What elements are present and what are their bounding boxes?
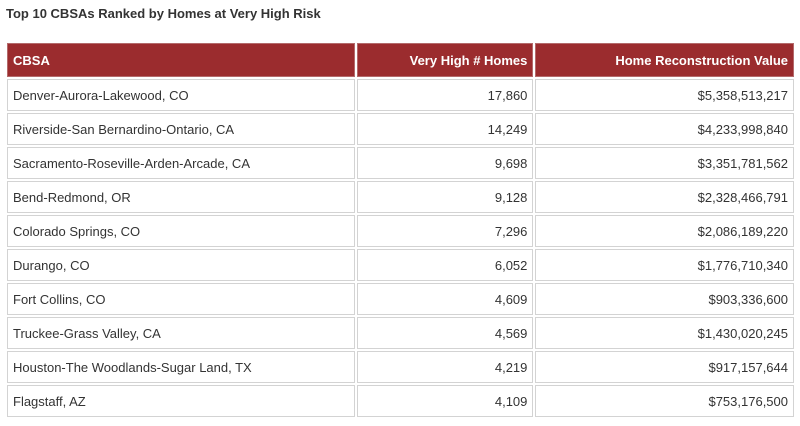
header-very-high-homes: Very High # Homes xyxy=(356,43,534,77)
cbsa-cell: Denver-Aurora-Lakewood, CO xyxy=(7,79,355,111)
header-reconstruction-value: Home Reconstruction Value xyxy=(535,43,794,77)
table-row: Houston-The Woodlands-Sugar Land, TX 4,2… xyxy=(7,351,794,383)
cbsa-cell: Sacramento-Roseville-Arden-Arcade, CA xyxy=(7,147,355,179)
table-row: Fort Collins, CO 4,609 $903,336,600 xyxy=(7,283,794,315)
table-header-row: CBSA Very High # Homes Home Reconstructi… xyxy=(7,43,794,77)
table-row: Denver-Aurora-Lakewood, CO 17,860 $5,358… xyxy=(7,79,794,111)
value-cell: $5,358,513,217 xyxy=(535,79,794,111)
homes-cell: 17,860 xyxy=(356,79,534,111)
value-cell: $753,176,500 xyxy=(535,385,794,417)
cbsa-cell: Bend-Redmond, OR xyxy=(7,181,355,213)
value-cell: $1,776,710,340 xyxy=(535,249,794,281)
cbsa-cell: Riverside-San Bernardino-Ontario, CA xyxy=(7,113,355,145)
table-title: Top 10 CBSAs Ranked by Homes at Very Hig… xyxy=(6,6,321,21)
value-cell: $1,430,020,245 xyxy=(535,317,794,349)
value-cell: $903,336,600 xyxy=(535,283,794,315)
cbsa-cell: Colorado Springs, CO xyxy=(7,215,355,247)
homes-cell: 4,569 xyxy=(356,317,534,349)
homes-cell: 4,219 xyxy=(356,351,534,383)
cbsa-cell: Durango, CO xyxy=(7,249,355,281)
homes-cell: 9,698 xyxy=(356,147,534,179)
cbsa-cell: Fort Collins, CO xyxy=(7,283,355,315)
table-row: Truckee-Grass Valley, CA 4,569 $1,430,02… xyxy=(7,317,794,349)
table-row: Durango, CO 6,052 $1,776,710,340 xyxy=(7,249,794,281)
homes-cell: 4,109 xyxy=(356,385,534,417)
table-row: Colorado Springs, CO 7,296 $2,086,189,22… xyxy=(7,215,794,247)
homes-cell: 9,128 xyxy=(356,181,534,213)
header-cbsa: CBSA xyxy=(7,43,355,77)
homes-cell: 6,052 xyxy=(356,249,534,281)
value-cell: $2,328,466,791 xyxy=(535,181,794,213)
value-cell: $3,351,781,562 xyxy=(535,147,794,179)
value-cell: $2,086,189,220 xyxy=(535,215,794,247)
cbsa-risk-table: CBSA Very High # Homes Home Reconstructi… xyxy=(5,41,796,419)
cbsa-cell: Truckee-Grass Valley, CA xyxy=(7,317,355,349)
table-row: Sacramento-Roseville-Arden-Arcade, CA 9,… xyxy=(7,147,794,179)
homes-cell: 4,609 xyxy=(356,283,534,315)
table-row: Riverside-San Bernardino-Ontario, CA 14,… xyxy=(7,113,794,145)
value-cell: $4,233,998,840 xyxy=(535,113,794,145)
cbsa-cell: Houston-The Woodlands-Sugar Land, TX xyxy=(7,351,355,383)
value-cell: $917,157,644 xyxy=(535,351,794,383)
homes-cell: 14,249 xyxy=(356,113,534,145)
table-row: Flagstaff, AZ 4,109 $753,176,500 xyxy=(7,385,794,417)
cbsa-cell: Flagstaff, AZ xyxy=(7,385,355,417)
table-row: Bend-Redmond, OR 9,128 $2,328,466,791 xyxy=(7,181,794,213)
homes-cell: 7,296 xyxy=(356,215,534,247)
